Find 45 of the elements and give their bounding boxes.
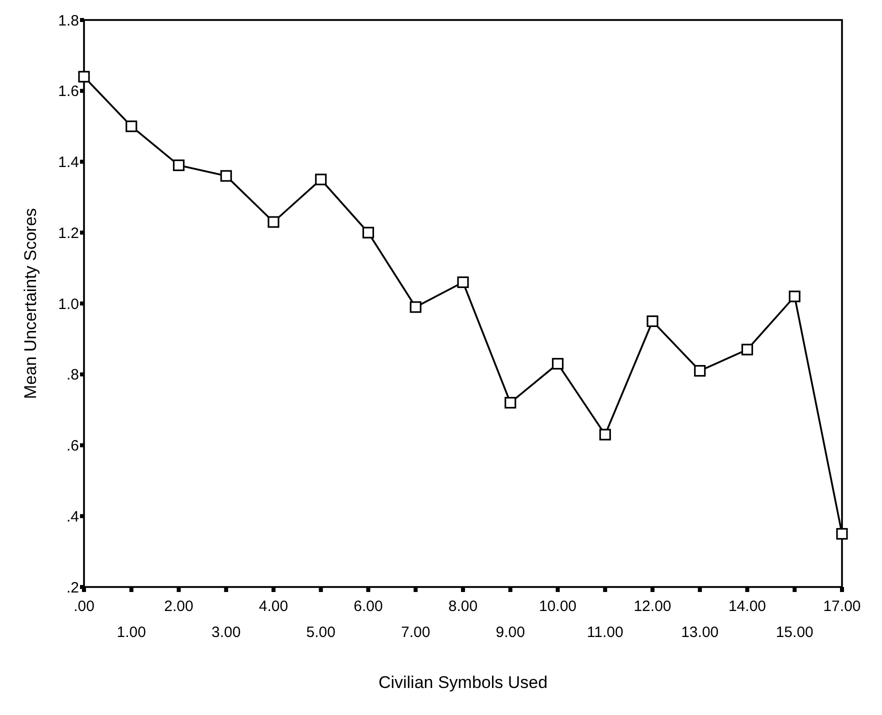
- point: [362, 226, 374, 238]
- x-tick-label: 11.00: [586, 624, 624, 641]
- x-tick-label: 8.00: [448, 598, 478, 615]
- point: [220, 170, 232, 182]
- x-tick-label: 15.00: [776, 624, 814, 641]
- y-tick-label: .8: [66, 366, 79, 384]
- x-tick-label: 17.00: [823, 598, 861, 615]
- point: [172, 159, 185, 172]
- x-tick-label: .00: [74, 598, 94, 615]
- x-tick-label: 5.00: [306, 624, 336, 641]
- point: [504, 396, 516, 409]
- x-tick-label: 1.00: [116, 624, 146, 641]
- y-tick-label: .6: [66, 438, 79, 454]
- x-tick-label: 14.00: [728, 598, 766, 615]
- y-tick-label: 1.2: [58, 224, 79, 242]
- x-tick-label: 9.00: [496, 624, 525, 641]
- x-tick-label: 12.00: [634, 598, 672, 615]
- point: [126, 120, 138, 132]
- y-tick-label: 1.8: [58, 12, 79, 30]
- point: [788, 290, 800, 302]
- x-tick-label: 4.00: [258, 598, 288, 615]
- point: [694, 365, 706, 377]
- point: [457, 276, 469, 288]
- y-tick-label: .2: [66, 579, 79, 596]
- y-tick-label: .4: [66, 508, 79, 526]
- y-tick-label: 1.0: [58, 296, 79, 313]
- x-tick-label: 3.00: [212, 624, 241, 641]
- point: [741, 344, 754, 356]
- y-axis-title: Mean Uncertainty Scores: [21, 208, 40, 399]
- point: [268, 216, 280, 228]
- y-tick-label: 1.4: [58, 154, 79, 171]
- point: [836, 528, 848, 540]
- x-axis-title: Civilian Symbols Used: [378, 673, 548, 692]
- point: [410, 301, 422, 313]
- x-tick-label: 6.00: [354, 598, 383, 615]
- point: [552, 358, 564, 370]
- point: [646, 315, 658, 328]
- x-tick-label: 7.00: [401, 624, 430, 641]
- x-tick-label: 13.00: [681, 624, 719, 641]
- y-tick-label: 1.6: [58, 83, 79, 100]
- point: [78, 70, 90, 82]
- x-tick-label: 10.00: [538, 598, 577, 615]
- x-tick-label: 2.00: [164, 598, 194, 615]
- point: [599, 428, 611, 440]
- point: [315, 174, 327, 186]
